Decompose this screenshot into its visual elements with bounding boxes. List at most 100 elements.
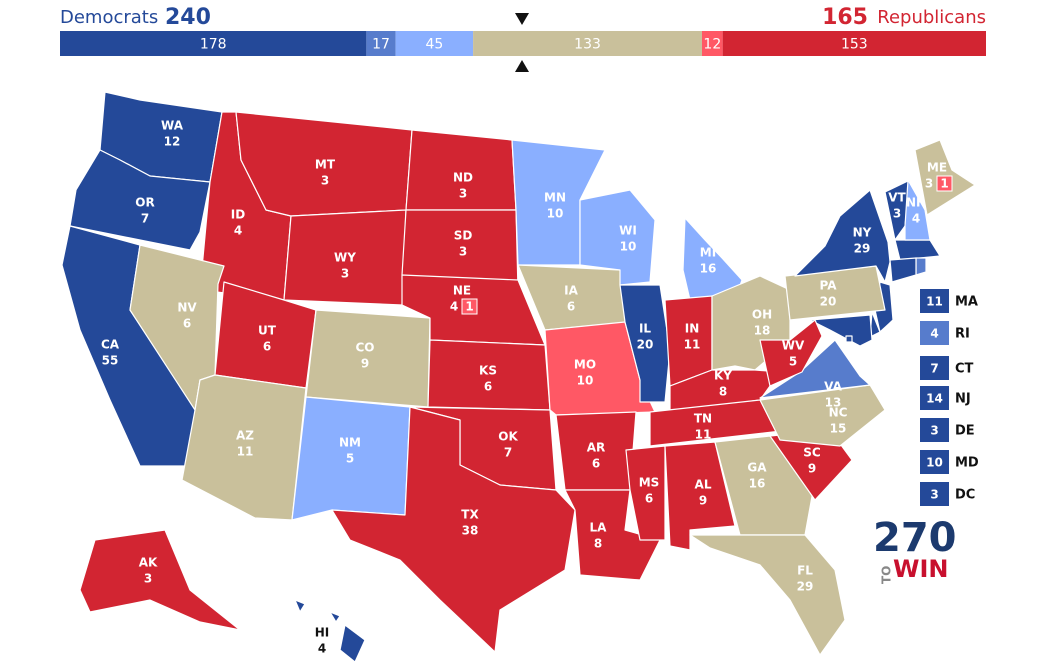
state-ev: 4 [234, 224, 242, 238]
democrats-total: 240 [165, 5, 211, 30]
state-ev: 6 [645, 492, 653, 506]
state-abbr: NV [177, 301, 197, 315]
state-abbr: AK [139, 556, 158, 570]
state-ev: 11 [684, 338, 701, 352]
state-abbr: MO [574, 358, 596, 372]
small-state-boxes: 11 MA 4 RI 7 CT 14 NJ 3 DE 10 MD 3 DC [920, 289, 979, 506]
bar-segment-label: 178 [200, 37, 227, 53]
bar-segment [366, 31, 396, 56]
state-shape [625, 445, 666, 541]
state-shape [889, 257, 917, 283]
state-abbr: AL [695, 478, 712, 492]
bar-segment-label: 133 [574, 37, 601, 53]
state-ev: 12 [164, 135, 181, 149]
state-abbr: ME [927, 161, 947, 175]
state-ev: 3 [341, 267, 349, 281]
small-state-box [920, 418, 949, 442]
state-abbr: PA [820, 279, 838, 293]
logo-word: WIN [893, 555, 949, 583]
state-abbr: TX [461, 508, 479, 522]
state-ev: 38 [462, 524, 479, 538]
state-ev: 9 [808, 462, 816, 476]
small-state-abbr: MA [955, 295, 978, 310]
small-state-abbr: RI [955, 327, 970, 342]
state-abbr: CO [355, 341, 374, 355]
state-abbr: NM [339, 436, 361, 450]
state-shape [904, 179, 931, 241]
state-ev: 7 [141, 212, 149, 226]
state-shape [79, 529, 241, 631]
state-shape [689, 534, 846, 656]
state-abbr: OH [752, 308, 772, 322]
state-ev: 6 [183, 317, 191, 331]
states: WA12OR7CA55ID4NV6MT3WY3UT6AZ11CO9NM5ND3S… [61, 91, 976, 663]
state-ev: 10 [577, 374, 594, 388]
state-abbr: HI [315, 626, 330, 640]
state-abbr: TN [694, 412, 712, 426]
state-ev: 55 [102, 354, 119, 368]
state-ev: 20 [820, 295, 837, 309]
state-abbr: KY [714, 369, 732, 383]
small-state-ev: 11 [926, 295, 943, 309]
state-abbr: IL [639, 322, 651, 336]
bar-segment [722, 31, 986, 56]
small-state-ev: 14 [926, 392, 943, 406]
state-abbr: MT [315, 158, 336, 172]
small-state-abbr: CT [955, 362, 974, 377]
split-ev: 1 [465, 300, 473, 314]
state-shape [181, 374, 307, 521]
state-ev: 16 [700, 262, 717, 276]
small-state-ev: 10 [926, 456, 943, 470]
bar-segment [395, 31, 474, 56]
state-abbr: NY [853, 226, 872, 240]
state-ev: 4 [450, 300, 458, 314]
split-box [936, 175, 953, 192]
democrats-label: Democrats [60, 7, 158, 28]
state-shape [794, 189, 891, 283]
small-state-ev: 3 [930, 488, 938, 502]
logo: 270 TO WIN [873, 515, 957, 584]
small-state-box [920, 450, 949, 474]
state-shape [619, 284, 671, 403]
state-shape [339, 624, 366, 663]
state-ev: 4 [318, 642, 326, 656]
state-abbr: GA [747, 461, 767, 475]
state-abbr: CA [101, 338, 120, 352]
state-shape [69, 149, 211, 251]
state-abbr: WA [161, 119, 184, 133]
bar-segment-label: 12 [703, 37, 721, 53]
state-abbr: AZ [236, 429, 254, 443]
state-abbr: IN [685, 322, 700, 336]
state-abbr: UT [258, 324, 277, 338]
bar-segment-label: 45 [425, 37, 443, 53]
state-abbr: FL [797, 564, 813, 578]
state-ev: 29 [854, 242, 871, 256]
state-shape [294, 599, 306, 613]
state-ev: 16 [749, 477, 766, 491]
state-abbr: AR [587, 441, 606, 455]
state-shape [579, 189, 656, 286]
state-shape [809, 314, 873, 347]
state-shape [564, 489, 661, 581]
small-state-abbr: MD [955, 456, 979, 471]
state-ev: 4 [912, 212, 920, 226]
state-ev: 3 [925, 177, 933, 191]
small-state-box [920, 386, 949, 410]
state-ev: 5 [346, 452, 354, 466]
state-abbr: KS [479, 364, 497, 378]
state-abbr: NE [453, 284, 471, 298]
state-ev: 3 [459, 245, 467, 259]
state-ev: 11 [237, 445, 254, 459]
small-state-box [920, 321, 949, 345]
small-state-abbr: DE [955, 424, 975, 439]
state-shape [759, 319, 823, 387]
marker-up [515, 60, 529, 72]
state-ev: 20 [637, 338, 654, 352]
state-ev: 3 [144, 572, 152, 586]
state-abbr: OK [498, 430, 518, 444]
small-state-ev: 4 [930, 327, 938, 341]
small-state-abbr: DC [955, 488, 975, 503]
state-ev: 6 [263, 340, 271, 354]
small-state-ev: 7 [930, 362, 938, 376]
